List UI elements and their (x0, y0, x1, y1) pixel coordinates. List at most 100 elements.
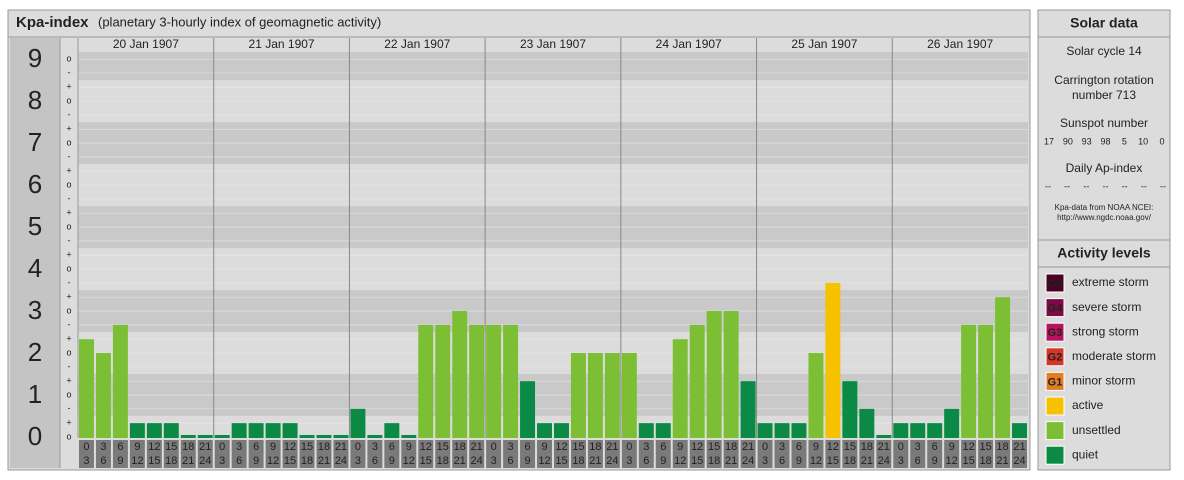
bar (774, 423, 790, 438)
x-tick-label: 3 (236, 441, 242, 453)
x-tick-label: 9 (949, 441, 955, 453)
title-bar (9, 11, 1029, 37)
x-tick-label: 3 (762, 455, 768, 467)
bar (706, 311, 722, 438)
x-label-box (503, 440, 519, 468)
x-tick-label: 18 (996, 441, 1008, 453)
legend-label: active (1072, 398, 1104, 412)
band (78, 52, 1028, 81)
x-label-box (706, 440, 722, 468)
minor-tick-label: + (66, 208, 71, 218)
x-label-box (621, 440, 637, 468)
x-label-box (689, 440, 705, 468)
legend-label: extreme storm (1072, 275, 1149, 289)
minor-tick-label: o (66, 54, 71, 64)
legend-swatch (1045, 347, 1065, 367)
x-tick-label: 18 (979, 455, 991, 467)
x-tick-label: 3 (100, 441, 106, 453)
bar (672, 339, 688, 438)
x-label-box (944, 440, 960, 468)
x-label-box (180, 440, 196, 468)
x-tick-label: 15 (437, 441, 449, 453)
x-tick-label: 3 (898, 455, 904, 467)
legend-code: G1 (1048, 376, 1063, 388)
x-tick-label: 21 (742, 441, 754, 453)
x-tick-label: 9 (524, 455, 530, 467)
x-tick-label: 0 (898, 441, 904, 453)
ap-value: -- (1160, 181, 1166, 191)
x-tick-label: 21 (996, 455, 1008, 467)
y-tick-label: 4 (28, 253, 42, 283)
bar (842, 381, 858, 438)
bar (944, 408, 960, 438)
x-tick-label: 12 (674, 455, 686, 467)
x-tick-label: 6 (117, 441, 123, 453)
legend-label: quiet (1072, 447, 1099, 461)
x-label-box (1012, 440, 1027, 468)
x-label-box (570, 440, 586, 468)
x-tick-label: 3 (915, 441, 921, 453)
x-tick-label: 15 (301, 441, 313, 453)
bar (638, 423, 654, 438)
x-tick-label: 6 (508, 455, 514, 467)
x-tick-label: 9 (406, 441, 412, 453)
x-label-box (638, 440, 654, 468)
minor-tick-label: + (66, 166, 71, 176)
x-label-box (791, 440, 807, 468)
solar-title: Solar data (1070, 15, 1138, 31)
bar (299, 435, 315, 438)
x-tick-label: 21 (606, 441, 618, 453)
x-tick-label: 0 (83, 441, 89, 453)
ap-label: Daily Ap-index (1066, 161, 1143, 175)
legend-swatch (1045, 298, 1065, 318)
x-label-box (333, 440, 349, 468)
y-tick-label: 3 (28, 295, 42, 325)
bar (197, 435, 213, 438)
carrington: Carrington rotation (1054, 73, 1153, 87)
x-label-box (757, 440, 773, 468)
x-tick-label: 18 (861, 441, 873, 453)
bar (180, 435, 196, 438)
x-label-box (723, 440, 739, 468)
bar (282, 423, 298, 438)
bar (384, 423, 400, 438)
bar (910, 423, 926, 438)
x-label-box (927, 440, 943, 468)
x-tick-label: 15 (148, 455, 160, 467)
x-tick-label: 0 (762, 441, 768, 453)
x-tick-label: 3 (219, 455, 225, 467)
minor-tick-label: o (66, 137, 71, 147)
x-tick-label: 18 (454, 441, 466, 453)
activity-title: Activity levels (1057, 245, 1151, 261)
x-tick-label: 12 (538, 455, 550, 467)
bar (435, 324, 451, 438)
x-label-box (672, 440, 688, 468)
minor-tick-label: - (68, 193, 71, 203)
x-tick-label: 6 (660, 441, 666, 453)
minor-tick-label: + (66, 376, 71, 386)
x-label-box (876, 440, 892, 468)
sunspot-label: Sunspot number (1060, 116, 1148, 130)
x-tick-label: 24 (199, 455, 211, 467)
bar (604, 353, 620, 438)
x-tick-label: 21 (1013, 441, 1025, 453)
minor-tick-label: o (66, 179, 71, 189)
x-tick-label: 15 (572, 441, 584, 453)
legend-code: G4 (1048, 303, 1064, 315)
x-label-box (282, 440, 298, 468)
bar (350, 408, 366, 438)
x-tick-label: 15 (708, 441, 720, 453)
day-label: 21 Jan 1907 (249, 37, 315, 51)
bar (791, 423, 807, 438)
day-label: 25 Jan 1907 (791, 37, 857, 51)
x-tick-label: 15 (979, 441, 991, 453)
x-label-box (248, 440, 264, 468)
sunspot-value: 5 (1122, 136, 1127, 146)
bar (418, 324, 434, 438)
minor-tick-label: o (66, 95, 71, 105)
x-tick-label: 3 (355, 455, 361, 467)
band (78, 416, 1028, 438)
x-tick-label: 12 (420, 441, 432, 453)
bar (95, 353, 111, 438)
bar (129, 423, 145, 438)
